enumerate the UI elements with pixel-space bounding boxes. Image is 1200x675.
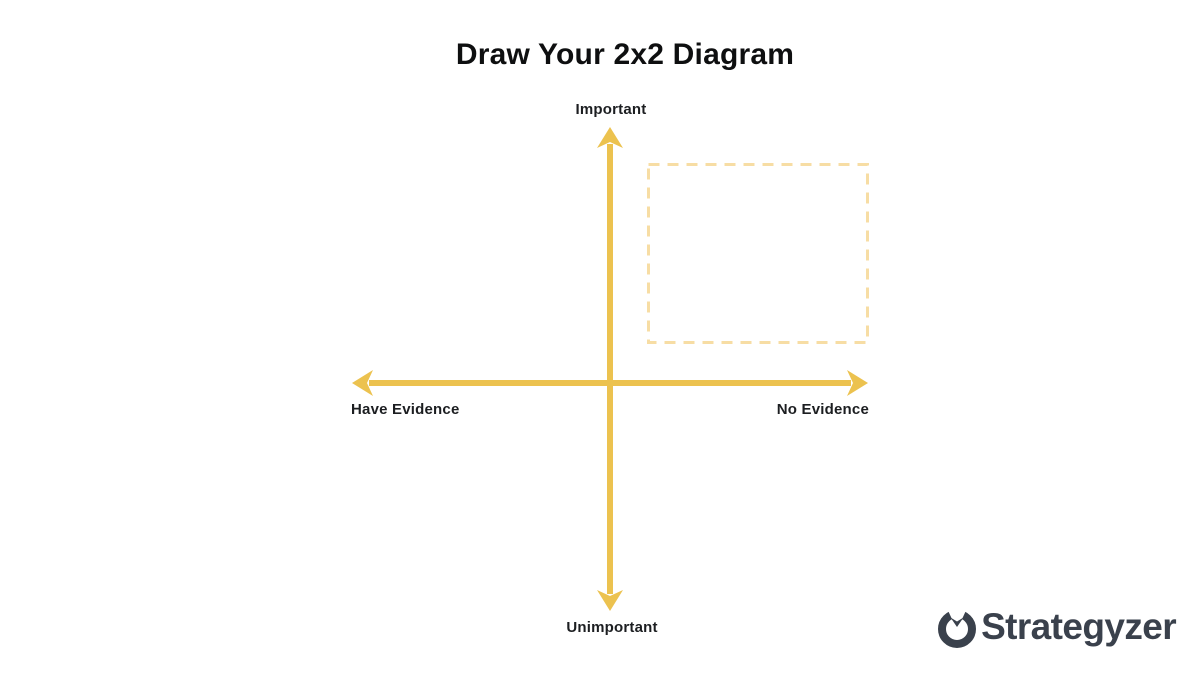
strategyzer-logo-text: Strategyzer xyxy=(981,605,1177,647)
arrowhead-right-icon xyxy=(847,370,868,396)
arrowhead-down-icon xyxy=(597,590,623,611)
dashed-quadrant-box[interactable] xyxy=(647,163,869,344)
page-title: Draw Your 2x2 Diagram xyxy=(455,38,795,71)
axis-label-no-evidence: No Evidence xyxy=(776,401,869,418)
axis-label-unimportant: Unimportant xyxy=(566,619,658,636)
strategyzer-logo: Strategyzer xyxy=(936,603,1177,649)
arrowhead-up-icon xyxy=(597,127,623,148)
axis-label-important: Important xyxy=(575,101,647,118)
axis-label-have-evidence: Have Evidence xyxy=(351,401,460,418)
arrowhead-left-icon xyxy=(352,370,373,396)
strategyzer-ring-icon xyxy=(938,604,977,648)
